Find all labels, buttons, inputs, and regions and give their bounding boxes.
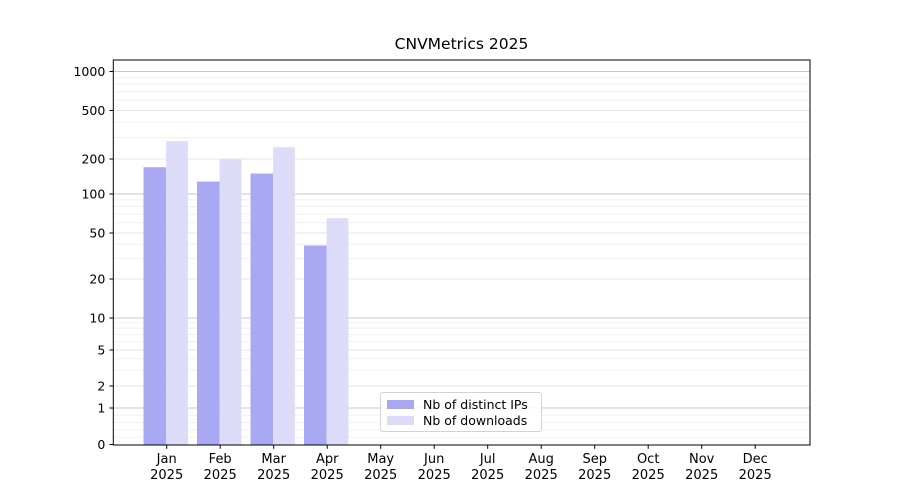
x-tick-label-year: 2025 bbox=[578, 468, 611, 483]
x-tick-label-year: 2025 bbox=[311, 468, 344, 483]
x-tick-label-month: Jul bbox=[479, 452, 496, 467]
bar bbox=[143, 167, 167, 445]
x-tick-label-year: 2025 bbox=[685, 468, 718, 483]
chart-title: CNVMetrics 2025 bbox=[394, 35, 529, 53]
x-tick-label-month: Mar bbox=[261, 452, 286, 467]
x-tick-label-year: 2025 bbox=[525, 468, 558, 483]
x-tick-label-month: Oct bbox=[637, 452, 659, 467]
legend-swatch-distinct-ips-icon bbox=[387, 400, 414, 409]
bar bbox=[326, 218, 349, 445]
legend-item-distinct-ips: Nb of distinct IPs bbox=[387, 397, 533, 412]
x-tick-label-year: 2025 bbox=[471, 468, 504, 483]
bar-series-0 bbox=[143, 167, 327, 445]
legend-swatch-downloads-icon bbox=[387, 416, 414, 425]
bar bbox=[304, 245, 327, 445]
x-tick-label-month: Jan bbox=[156, 452, 177, 467]
x-tick-label-month: Sep bbox=[582, 452, 607, 467]
bar bbox=[219, 159, 242, 445]
x-tick-label-year: 2025 bbox=[739, 468, 772, 483]
x-tick-label-month: Dec bbox=[743, 452, 768, 467]
x-tick-label-year: 2025 bbox=[204, 468, 237, 483]
legend-item-downloads: Nb of downloads bbox=[387, 413, 533, 428]
x-tick-label-month: Nov bbox=[689, 452, 715, 467]
bar-series-1 bbox=[166, 141, 349, 445]
y-tick-label: 10 bbox=[89, 310, 105, 325]
legend: Nb of distinct IPs Nb of downloads bbox=[380, 392, 542, 432]
x-tick-label-month: Aug bbox=[529, 452, 554, 467]
x-tick-label-year: 2025 bbox=[364, 468, 397, 483]
y-tick-label: 20 bbox=[89, 271, 105, 286]
bar bbox=[197, 181, 220, 445]
x-tick-label-year: 2025 bbox=[150, 468, 183, 483]
y-tick-label: 1000 bbox=[73, 64, 105, 79]
x-tick-label-month: Feb bbox=[209, 452, 232, 467]
y-tick-label: 5 bbox=[97, 342, 105, 357]
x-tick-label-month: Apr bbox=[316, 452, 339, 467]
legend-label-downloads: Nb of downloads bbox=[423, 413, 528, 428]
bar bbox=[166, 141, 188, 445]
legend-label-distinct-ips: Nb of distinct IPs bbox=[423, 397, 528, 412]
y-tick-label: 500 bbox=[81, 103, 105, 118]
y-tick-label: 50 bbox=[89, 225, 105, 240]
x-tick-label-year: 2025 bbox=[632, 468, 665, 483]
y-tick-label: 0 bbox=[97, 437, 105, 452]
y-axis: 0 1 2 5 10 20 50 100 200 500 1000 bbox=[73, 64, 114, 452]
y-tick-label: 200 bbox=[81, 151, 105, 166]
bar bbox=[250, 173, 274, 445]
x-tick-label-year: 2025 bbox=[418, 468, 451, 483]
x-tick-label-month: May bbox=[367, 452, 394, 467]
x-tick-label-year: 2025 bbox=[257, 468, 290, 483]
plot-frame bbox=[112, 59, 811, 446]
bar bbox=[273, 147, 295, 445]
y-tick-label: 2 bbox=[97, 378, 105, 393]
y-tick-label: 1 bbox=[97, 400, 105, 415]
y-tick-label: 100 bbox=[81, 186, 105, 201]
x-axis: Jan2025Feb2025Mar2025Apr2025May2025Jun20… bbox=[150, 445, 772, 483]
x-tick-label-month: Jun bbox=[423, 452, 444, 467]
